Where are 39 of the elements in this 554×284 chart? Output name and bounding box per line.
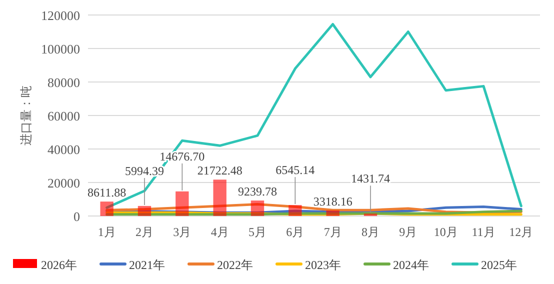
data-label: 8611.88 xyxy=(88,186,126,200)
y-tick-label: 40000 xyxy=(48,142,80,157)
bar xyxy=(100,202,114,216)
x-tick-label: 10月 xyxy=(434,225,458,239)
bar xyxy=(288,205,302,216)
bar xyxy=(326,210,340,216)
legend-label: 2025年 xyxy=(481,258,517,272)
bar xyxy=(176,191,189,216)
x-tick-label: 1月 xyxy=(98,225,116,239)
y-tick-label: 100000 xyxy=(41,42,80,56)
y-tick-label: 120000 xyxy=(41,8,80,23)
y-axis-title: 进口量：吨 xyxy=(19,86,33,146)
x-tick-label: 12月 xyxy=(509,225,534,239)
data-label: 6545.14 xyxy=(276,163,315,178)
x-tick-label: 5月 xyxy=(248,225,266,239)
bar xyxy=(138,206,152,216)
legend-label: 2023年 xyxy=(305,258,341,272)
x-tick-label: 6月 xyxy=(286,225,304,239)
y-tick-label: 80000 xyxy=(48,75,80,90)
data-label: 9239.78 xyxy=(238,184,277,199)
y-tick-label: 0 xyxy=(74,209,80,224)
x-tick-label: 8月 xyxy=(362,225,380,239)
x-tick-label: 2月 xyxy=(136,225,154,239)
bar xyxy=(213,180,226,216)
x-tick-label: 3月 xyxy=(173,225,192,239)
legend-label: 2022年 xyxy=(217,258,253,272)
y-tick-label: 60000 xyxy=(48,108,80,124)
x-tick-label: 9月 xyxy=(399,225,418,239)
bar xyxy=(250,200,264,216)
x-tick-label: 4月 xyxy=(210,225,229,239)
data-label: 21722.48 xyxy=(197,164,242,178)
legend-label: 2024年 xyxy=(393,258,429,272)
legend-label: 2026年 xyxy=(41,258,77,272)
legend-label: 2021年 xyxy=(129,258,165,272)
x-tick-label: 7月 xyxy=(324,225,342,239)
data-label: 1431.74 xyxy=(351,172,390,186)
y-tick-label: 20000 xyxy=(48,176,80,190)
x-tick-label: 11月 xyxy=(472,225,496,239)
data-label: 3318.16 xyxy=(313,194,352,208)
